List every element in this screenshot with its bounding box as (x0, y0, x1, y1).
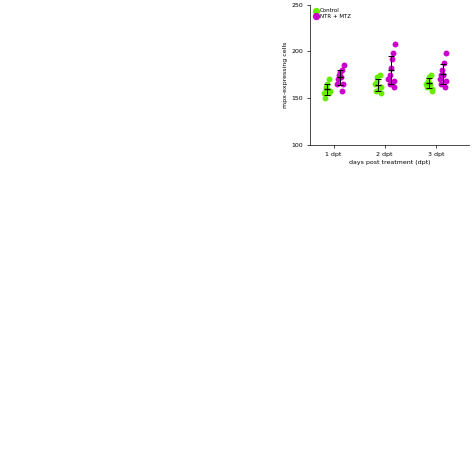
Point (322, 83, 329, 91)
Point (324, 80, 331, 88)
Point (335, 75, 342, 83)
Point (437, 80, 445, 88)
Point (390, 49, 397, 57)
Point (422, 80, 430, 88)
Point (377, 90, 384, 97)
Y-axis label: mpx-expressing cells: mpx-expressing cells (283, 41, 288, 108)
Point (439, 71, 447, 78)
X-axis label: days post treatment (dpt): days post treatment (dpt) (349, 160, 430, 165)
Point (442, 77, 449, 85)
Point (338, 87, 346, 94)
Point (333, 80, 341, 88)
Point (375, 85, 383, 92)
Point (338, 66, 346, 74)
Point (425, 73, 432, 81)
Point (337, 73, 345, 81)
Point (371, 80, 379, 88)
Point (339, 80, 347, 88)
Point (443, 49, 450, 57)
Point (441, 59, 448, 66)
Point (388, 55, 396, 63)
Point (321, 94, 329, 102)
Point (441, 83, 448, 91)
Point (390, 83, 397, 91)
Point (391, 77, 398, 85)
Point (438, 66, 446, 74)
Point (374, 73, 381, 81)
Point (322, 85, 330, 92)
Point (428, 87, 436, 94)
Point (428, 71, 435, 78)
Point (436, 75, 443, 83)
Point (428, 85, 436, 92)
Point (386, 80, 393, 88)
Point (438, 71, 445, 78)
Legend: Control, NTR + MTZ: Control, NTR + MTZ (313, 8, 351, 19)
Point (336, 68, 343, 76)
Point (320, 90, 328, 97)
Point (424, 77, 432, 85)
Point (384, 75, 392, 83)
Point (373, 87, 380, 94)
Point (387, 64, 394, 72)
Point (326, 90, 333, 97)
Point (325, 75, 332, 83)
Point (340, 62, 347, 69)
Point (335, 71, 343, 78)
Point (426, 80, 434, 88)
Point (376, 71, 384, 78)
Point (392, 40, 399, 48)
Point (424, 83, 431, 91)
Point (377, 83, 385, 91)
Point (373, 77, 381, 85)
Point (386, 71, 394, 78)
Point (326, 87, 334, 94)
